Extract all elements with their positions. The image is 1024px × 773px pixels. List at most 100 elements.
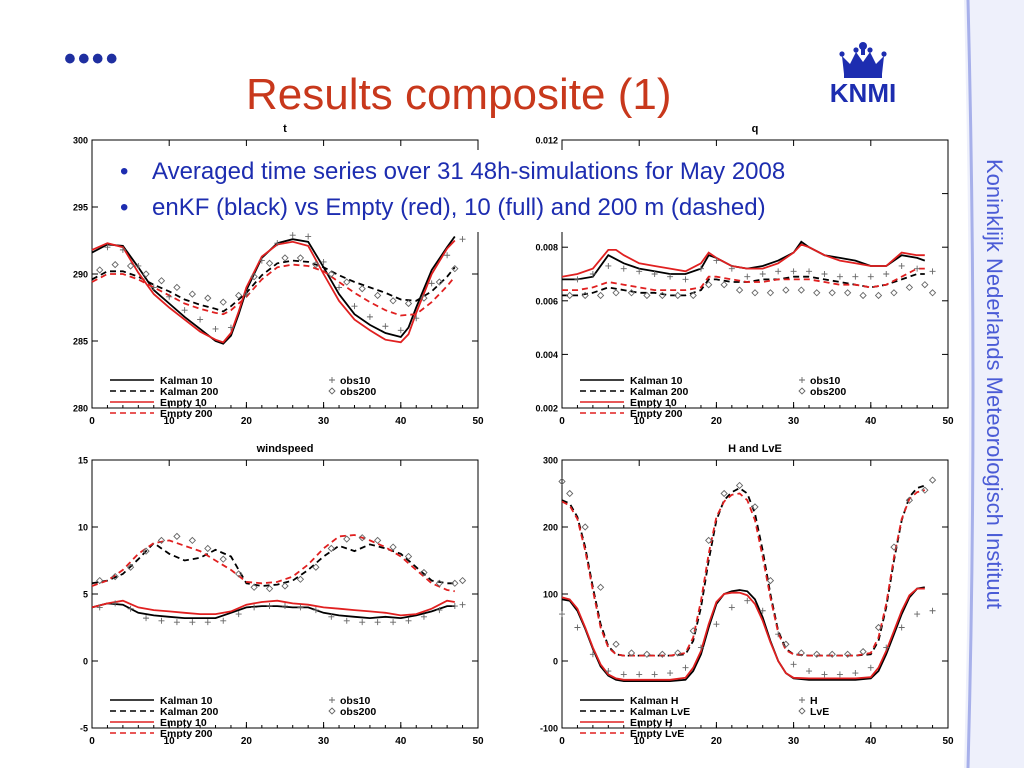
obs-point bbox=[219, 298, 227, 306]
obs-point bbox=[166, 293, 173, 300]
obs-point bbox=[790, 661, 797, 668]
obs-point bbox=[636, 268, 643, 275]
y-tick-label: -5 bbox=[80, 724, 88, 734]
obs-point bbox=[281, 582, 289, 590]
series-line bbox=[91, 263, 456, 317]
obs-point bbox=[235, 570, 243, 578]
legend-swatch bbox=[798, 707, 806, 715]
obs-point bbox=[574, 624, 581, 631]
obs-point bbox=[343, 617, 350, 624]
x-tick-label: 20 bbox=[241, 416, 253, 427]
legend-label: Kalman 10 bbox=[630, 375, 683, 387]
obs-point bbox=[296, 254, 305, 262]
legend-label: obs200 bbox=[340, 706, 376, 718]
crown-icon bbox=[839, 42, 887, 78]
series-line bbox=[562, 267, 925, 291]
obs-point bbox=[914, 265, 921, 272]
obs-point bbox=[605, 668, 612, 675]
y-tick-label: 295 bbox=[73, 203, 88, 213]
obs-point bbox=[620, 265, 627, 272]
side-text: Koninklijk Nederlands Meteorologisch Ins… bbox=[982, 158, 1007, 610]
y-tick-label: 290 bbox=[73, 270, 88, 280]
chart-title: q bbox=[752, 123, 759, 135]
obs-point bbox=[420, 568, 428, 577]
obs-point bbox=[305, 233, 312, 240]
obs-point bbox=[204, 619, 211, 626]
obs-point bbox=[806, 668, 813, 675]
series-line bbox=[91, 239, 456, 344]
obs-point bbox=[867, 273, 874, 280]
x-tick-label: 0 bbox=[559, 736, 565, 747]
obs-point bbox=[351, 303, 358, 310]
y-tick-label: 0.002 bbox=[535, 404, 558, 414]
obs-point bbox=[96, 266, 104, 274]
obs-point bbox=[821, 271, 828, 277]
obs-point bbox=[905, 496, 914, 504]
obs-point bbox=[813, 650, 821, 658]
obs-point bbox=[111, 572, 119, 581]
x-tick-label: 30 bbox=[788, 416, 800, 427]
bullet-list: • Averaged time series over 31 48h-simula… bbox=[112, 150, 794, 232]
bullet-text: Averaged time series over 31 48h-simulat… bbox=[152, 158, 786, 185]
obs-point bbox=[859, 647, 867, 656]
x-tick-label: 30 bbox=[318, 416, 330, 427]
obs-point bbox=[558, 477, 566, 486]
obs-point bbox=[428, 280, 435, 287]
x-tick-label: 10 bbox=[634, 416, 646, 427]
obs-point bbox=[297, 604, 304, 611]
bullet-mark: • bbox=[120, 194, 129, 221]
obs-point bbox=[566, 291, 574, 300]
dots-decoration: •••• bbox=[64, 40, 120, 78]
y-tick-label: 0.006 bbox=[535, 296, 558, 306]
obs-point bbox=[844, 289, 852, 297]
obs-point bbox=[697, 644, 704, 651]
obs-point bbox=[682, 276, 689, 283]
obs-point bbox=[250, 583, 258, 591]
obs-point bbox=[797, 286, 805, 294]
legend-label: Kalman 10 bbox=[160, 695, 213, 707]
obs-point bbox=[111, 260, 119, 269]
obs-point bbox=[359, 619, 366, 626]
x-tick-label: 40 bbox=[395, 736, 407, 747]
bullet-item: • enKF (black) vs Empty (red), 10 (full) … bbox=[120, 190, 785, 226]
obs-point bbox=[775, 268, 782, 275]
obs-point bbox=[389, 297, 397, 305]
bullet-item: • Averaged time series over 31 48h-simula… bbox=[120, 154, 785, 190]
obs-point bbox=[643, 650, 651, 658]
obs-point bbox=[282, 603, 288, 610]
obs-point bbox=[327, 270, 335, 278]
obs-point bbox=[720, 281, 728, 289]
obs-point bbox=[874, 291, 883, 300]
obs-point bbox=[142, 547, 150, 555]
obs-point bbox=[327, 544, 335, 553]
obs-point bbox=[775, 631, 782, 638]
legend-label: Empty 10 bbox=[160, 717, 207, 729]
obs-point bbox=[759, 607, 766, 614]
x-tick-label: 50 bbox=[942, 416, 954, 427]
obs-point bbox=[227, 324, 234, 331]
obs-point bbox=[157, 536, 166, 545]
obs-point bbox=[898, 624, 905, 631]
obs-point bbox=[96, 576, 104, 585]
obs-point bbox=[104, 244, 111, 251]
logo-text: KNMI bbox=[829, 78, 897, 108]
y-tick-label: 10 bbox=[78, 523, 88, 533]
obs-point bbox=[235, 611, 242, 618]
obs-point bbox=[651, 671, 658, 678]
bullet-mark: • bbox=[120, 158, 129, 185]
obs-point bbox=[127, 605, 134, 612]
obs-point bbox=[874, 623, 883, 632]
obs-point bbox=[404, 552, 413, 561]
chart-title: windspeed bbox=[256, 443, 314, 455]
obs-point bbox=[921, 486, 929, 494]
y-tick-label: 285 bbox=[73, 337, 88, 347]
obs-point bbox=[405, 617, 412, 624]
obs-point bbox=[836, 273, 843, 280]
x-tick-label: 20 bbox=[711, 416, 723, 427]
obs-point bbox=[366, 313, 373, 320]
obs-point bbox=[197, 316, 204, 323]
obs-point bbox=[188, 536, 196, 545]
obs-point bbox=[173, 283, 181, 292]
obs-point bbox=[436, 607, 443, 614]
